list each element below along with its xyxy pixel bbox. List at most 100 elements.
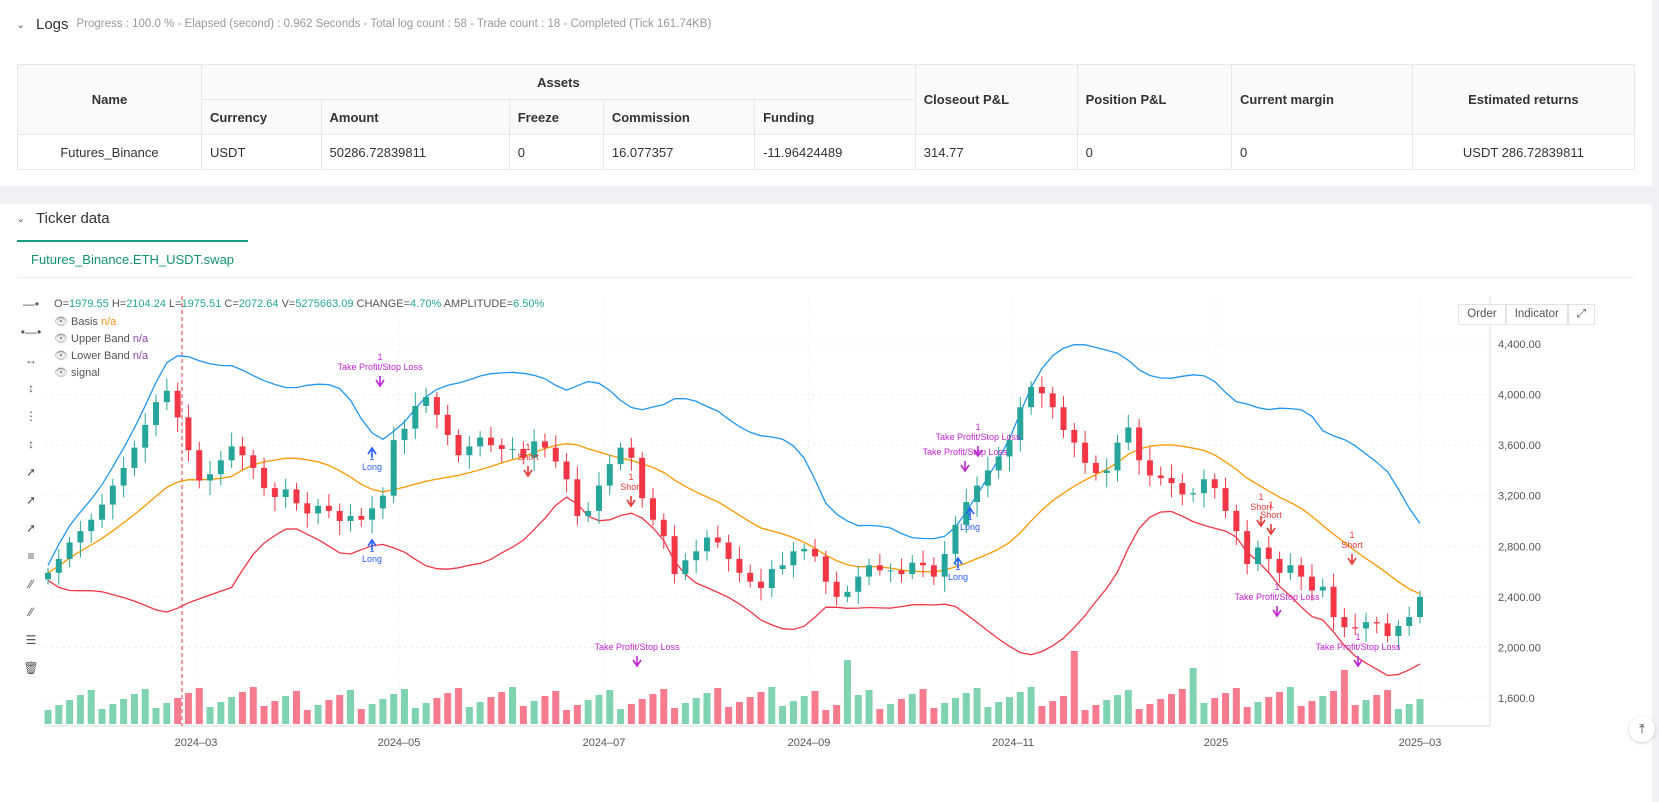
order-button[interactable]: Order	[1458, 304, 1506, 325]
volume-bar	[563, 710, 571, 724]
volume-bar	[735, 702, 743, 724]
candle-body	[509, 448, 516, 450]
trade-label: Short	[517, 452, 539, 462]
arrow-icon	[965, 506, 975, 518]
candle-body	[1406, 617, 1413, 626]
trend-line-icon[interactable]: ➚	[25, 465, 37, 479]
volume-bar	[1092, 705, 1100, 724]
candle-body	[315, 505, 322, 514]
volume-bar	[206, 707, 214, 724]
volume-bar	[1243, 707, 1251, 724]
candle-body	[595, 485, 602, 511]
candlestick-chart[interactable]: 4,400.00 4,000.00 3,600.00 3,200.00 2,800.00…	[0, 290, 1652, 802]
chevron-down-icon[interactable]: ⌄	[16, 18, 26, 31]
candle-body	[725, 542, 732, 559]
trade-label: Take Profit/Stop Loss	[1315, 642, 1401, 652]
volume-bar	[649, 694, 657, 724]
trade-label: Take Profit/Stop Loss	[594, 642, 680, 652]
volume-bar	[238, 692, 246, 724]
legend-lower-band[interactable]: 👁 Lower Band n/a	[54, 350, 149, 362]
trade-marker-tp[interactable]: Take Profit/Stop Loss	[594, 642, 680, 668]
x-tick-label: 2024–07	[583, 737, 626, 749]
chevron-down-icon[interactable]: ⌄	[16, 212, 26, 225]
logs-header[interactable]: ⌄ Logs Progress : 100.0 % - Elapsed (sec…	[16, 14, 711, 34]
ray-line-icon[interactable]: ➚	[25, 493, 37, 507]
lower-band-line	[47, 496, 1421, 677]
volume-bar	[509, 687, 517, 724]
cell-returns: USDT 286.72839811	[1411, 134, 1636, 170]
candle-body	[1395, 625, 1402, 637]
legend-basis[interactable]: 👁 Basis n/a	[54, 316, 117, 328]
candle-body	[1103, 470, 1110, 473]
trash-icon[interactable]: 🗑	[23, 661, 39, 675]
volume-bar	[757, 692, 765, 724]
expand-icon[interactable]: ⤢	[1567, 304, 1595, 325]
vertical-segment-icon[interactable]: ↕	[28, 437, 34, 451]
horizontal-ray-icon[interactable]: —•	[22, 297, 40, 311]
indicator-button[interactable]: Indicator	[1505, 304, 1568, 325]
candle-body	[347, 515, 354, 521]
volume-bar	[897, 699, 905, 724]
arrow-icon	[367, 446, 377, 458]
fib-icon[interactable]: ∕∕	[28, 605, 33, 619]
legend-upper-band[interactable]: 👁 Upper Band n/a	[54, 333, 149, 345]
volume-bar	[1384, 690, 1392, 724]
legend-signal[interactable]: 👁 signal	[54, 367, 100, 379]
ohlc-v-label: V=	[281, 298, 296, 310]
ohlc-amp: 6.50%	[513, 298, 545, 310]
volume-bar	[606, 690, 614, 724]
horizontal-segment-icon[interactable]: ↔	[25, 353, 37, 367]
candle-body	[552, 447, 559, 462]
cell-currency: USDT	[201, 134, 322, 170]
trade-marker-tp[interactable]: Take Profit/Stop Loss	[922, 447, 1008, 473]
candle-body	[1211, 479, 1218, 489]
price-line-icon[interactable]: ≡	[27, 549, 35, 563]
eye-icon[interactable]: 👁	[54, 316, 68, 328]
eye-icon[interactable]: 👁	[54, 367, 68, 379]
col-position: Position P&L	[1076, 64, 1232, 135]
arrow-icon	[973, 446, 983, 458]
candle-body	[1362, 622, 1369, 629]
trade-label: Long	[362, 554, 382, 564]
candle-body	[487, 437, 494, 446]
volume-bar	[476, 702, 484, 724]
col-amount: Amount	[320, 99, 510, 135]
eye-icon[interactable]: 👁	[54, 333, 68, 345]
trade-label: Short	[620, 482, 642, 492]
fib-retracement-icon[interactable]: ☰	[25, 633, 37, 647]
tab-divider	[17, 277, 1635, 278]
vertical-line-icon[interactable]: ⋮	[25, 409, 37, 423]
horizontal-line-icon[interactable]: •—•	[20, 325, 42, 339]
candle-body	[1330, 586, 1337, 618]
volume-bar	[800, 696, 808, 724]
segment-icon[interactable]: ➚	[25, 521, 37, 535]
volume-bar	[444, 693, 452, 724]
chart-buttons: Order Indicator ⤢	[1458, 304, 1595, 325]
eye-icon[interactable]: 👁	[54, 350, 68, 362]
candle-body	[1190, 493, 1197, 495]
volume-bar	[260, 706, 268, 724]
candle-body	[941, 553, 948, 577]
candle-body	[217, 460, 224, 475]
tab-eth-usdt-swap[interactable]: Futures_Binance.ETH_USDT.swap	[17, 240, 249, 277]
ohlc-c-label: C=	[224, 298, 239, 310]
vertical-ray-icon[interactable]: ↕	[28, 381, 34, 395]
ticker-header[interactable]: ⌄ Ticker data	[16, 208, 118, 228]
scroll-top-icon[interactable]: ⤒	[1629, 716, 1655, 742]
volume-bar	[498, 692, 506, 724]
parallel-channel-icon[interactable]: ∕∕	[28, 577, 33, 591]
candle-body	[703, 537, 710, 552]
